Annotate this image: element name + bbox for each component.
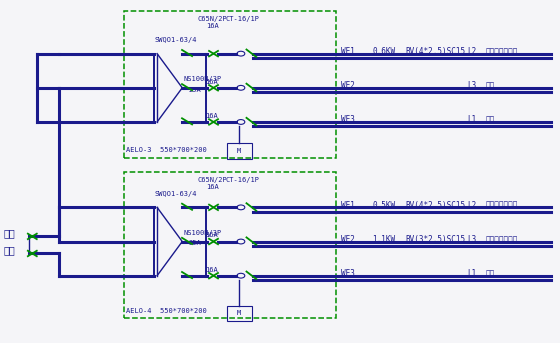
Text: C65N/2P: C65N/2P	[198, 16, 227, 23]
Text: BV(3*2.5)SC15: BV(3*2.5)SC15	[405, 235, 466, 244]
Text: 0.6KW: 0.6KW	[372, 47, 395, 56]
Text: L1: L1	[467, 269, 477, 278]
Text: WE2: WE2	[342, 81, 356, 90]
Text: 16A: 16A	[206, 23, 219, 29]
Text: CT-16/1P: CT-16/1P	[225, 177, 259, 183]
Text: 16A: 16A	[205, 232, 218, 238]
Text: AELO-3  550*700*200: AELO-3 550*700*200	[127, 147, 207, 153]
Text: 地下室应急照明: 地下室应急照明	[486, 235, 518, 244]
Text: M: M	[237, 148, 241, 154]
Text: 地下室应急照明: 地下室应急照明	[486, 47, 518, 56]
Text: 0.5KW: 0.5KW	[372, 201, 395, 210]
Text: 16A: 16A	[205, 79, 218, 85]
Text: L1: L1	[467, 115, 477, 125]
Text: BV(4*2.5)SC15: BV(4*2.5)SC15	[405, 47, 466, 56]
Text: CT-16/1P: CT-16/1P	[225, 16, 259, 23]
Text: BV(4*2.5)SC15: BV(4*2.5)SC15	[405, 201, 466, 210]
Text: WE1: WE1	[342, 201, 356, 210]
Text: NS100N/3P: NS100N/3P	[183, 230, 222, 236]
Text: WE3: WE3	[342, 269, 356, 278]
Text: 备用: 备用	[486, 269, 495, 278]
Text: 备用: 备用	[486, 115, 495, 125]
Text: 地下室应急照明: 地下室应急照明	[486, 201, 518, 210]
Text: SWQO1-63/4: SWQO1-63/4	[155, 191, 197, 197]
Text: C65N/2P: C65N/2P	[198, 177, 227, 183]
Text: WE1: WE1	[342, 47, 356, 56]
Text: WE3: WE3	[342, 115, 356, 125]
Text: 1.1KW: 1.1KW	[372, 235, 395, 244]
Text: 备用: 备用	[486, 81, 495, 90]
Text: L3: L3	[467, 235, 477, 244]
Text: L2: L2	[467, 201, 477, 210]
Text: L2: L2	[467, 47, 477, 56]
Text: AELO-4  550*700*200: AELO-4 550*700*200	[127, 308, 207, 314]
Text: 16A: 16A	[205, 113, 218, 119]
Text: 16A: 16A	[206, 184, 219, 190]
Bar	[124, 172, 336, 318]
Text: 主供: 主供	[3, 228, 15, 238]
Bar	[227, 143, 251, 158]
Bar	[227, 306, 251, 321]
Bar	[124, 11, 336, 158]
Text: 备供: 备供	[3, 245, 15, 255]
Text: L3: L3	[467, 81, 477, 90]
Text: M: M	[237, 310, 241, 316]
Text: NS100N/3P: NS100N/3P	[183, 76, 222, 82]
Text: 16A: 16A	[205, 267, 218, 273]
Text: SWQO1-63/4: SWQO1-63/4	[155, 37, 197, 43]
Text: 25A: 25A	[189, 86, 202, 93]
Text: 25A: 25A	[189, 240, 202, 246]
Text: WE2: WE2	[342, 235, 356, 244]
